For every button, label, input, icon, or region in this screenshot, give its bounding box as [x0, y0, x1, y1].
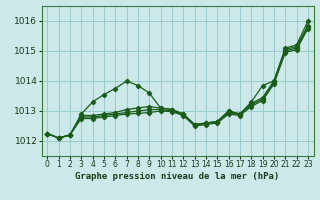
X-axis label: Graphe pression niveau de la mer (hPa): Graphe pression niveau de la mer (hPa)	[76, 172, 280, 181]
